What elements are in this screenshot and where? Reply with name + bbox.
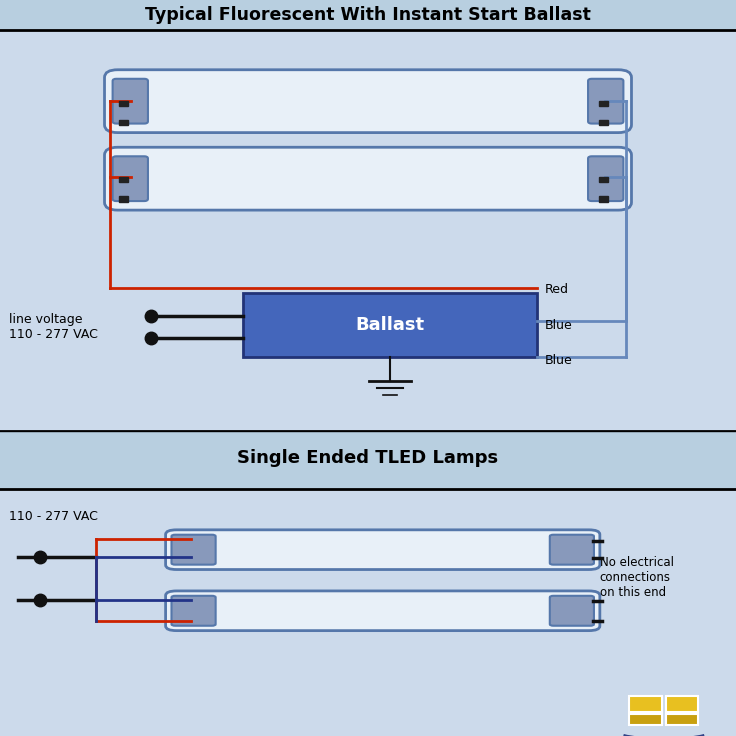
Text: Ballast: Ballast [355,316,425,334]
Text: 110 - 277 VAC: 110 - 277 VAC [9,509,98,523]
Bar [599,177,608,182]
Bar [599,101,608,106]
Text: Red: Red [545,283,569,296]
Bar [629,696,662,712]
FancyBboxPatch shape [113,79,148,124]
Text: Single Ended TLED Lamps: Single Ended TLED Lamps [238,449,498,467]
Text: line voltage
110 - 277 VAC: line voltage 110 - 277 VAC [9,314,98,342]
Bar [119,101,128,106]
Bar [666,696,698,712]
Text: Blue: Blue [545,354,573,367]
FancyBboxPatch shape [588,156,623,201]
Text: Typical Fluorescent With Instant Start Ballast: Typical Fluorescent With Instant Start B… [145,6,591,24]
FancyBboxPatch shape [550,535,594,565]
FancyBboxPatch shape [171,535,216,565]
Text: No electrical
connections
on this end: No electrical connections on this end [600,556,674,598]
FancyBboxPatch shape [0,431,736,489]
Bar [599,197,608,202]
FancyBboxPatch shape [166,591,600,631]
FancyBboxPatch shape [550,596,594,626]
FancyBboxPatch shape [166,530,600,570]
FancyBboxPatch shape [105,70,631,132]
FancyBboxPatch shape [113,156,148,201]
Text: Blue: Blue [545,319,573,332]
Bar [119,120,128,125]
Bar [629,714,662,725]
FancyBboxPatch shape [243,293,537,358]
Bar [599,120,608,125]
FancyBboxPatch shape [0,30,736,431]
FancyBboxPatch shape [0,431,736,736]
Bar [119,197,128,202]
FancyBboxPatch shape [0,0,736,30]
FancyBboxPatch shape [105,147,631,210]
Bar [119,177,128,182]
Bar [666,714,698,725]
FancyBboxPatch shape [171,596,216,626]
FancyBboxPatch shape [588,79,623,124]
